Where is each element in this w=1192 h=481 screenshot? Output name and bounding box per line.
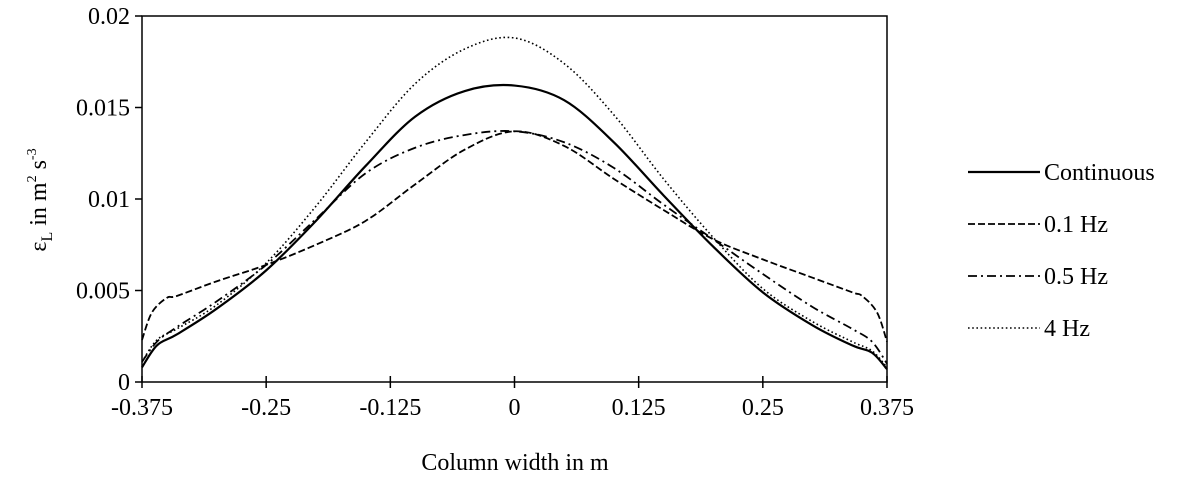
x-tick-label: 0.25 xyxy=(742,395,784,421)
series-line-4-hz xyxy=(141,36,888,368)
legend-label-0-5-hz: 0.5 Hz xyxy=(1044,264,1108,290)
y-axis-title-sup2: -3 xyxy=(25,148,40,160)
y-axis-title-subscript: L xyxy=(39,232,56,242)
plot-area-frame xyxy=(141,15,888,383)
y-axis-title-symbol: ε xyxy=(26,242,52,252)
series-lines xyxy=(141,36,888,370)
y-tick-label: 0.005 xyxy=(76,279,130,305)
y-axis-title-sup1: 2 xyxy=(25,175,40,182)
legend-label-4-hz: 4 Hz xyxy=(1044,316,1090,342)
y-axis-title-unit: in m xyxy=(26,182,52,232)
x-tick-label: -0.125 xyxy=(359,395,421,421)
legend: Continuous 0.1 Hz 0.5 Hz 4 Hz xyxy=(968,160,1155,342)
x-tick-label: 0.375 xyxy=(860,395,914,421)
y-tick-label: 0.02 xyxy=(88,4,130,30)
x-tick-label: -0.375 xyxy=(111,395,173,421)
x-tick-label: 0 xyxy=(509,395,521,421)
series-line-0-1-hz xyxy=(141,130,888,343)
axes xyxy=(141,15,888,383)
y-axis-title: εL in m2 s-3 xyxy=(25,148,56,251)
y-tick-label: 0 xyxy=(118,370,130,396)
x-axis-title: Column width in m xyxy=(421,450,609,476)
y-tick-label: 0.01 xyxy=(88,187,130,213)
series-line-continuous xyxy=(141,83,888,370)
x-tick-label: 0.125 xyxy=(612,395,666,421)
legend-label-continuous: Continuous xyxy=(1044,160,1155,186)
y-axis-ticks: 0 0.005 0.01 0.015 0.02 xyxy=(76,4,142,396)
series-line-0-5-hz xyxy=(141,130,888,365)
y-axis-title-mid: s xyxy=(26,160,52,175)
y-tick-label: 0.015 xyxy=(76,96,130,122)
x-tick-label: -0.25 xyxy=(241,395,291,421)
legend-label-0-1-hz: 0.1 Hz xyxy=(1044,212,1108,238)
x-axis-ticks: -0.375 -0.25 -0.125 0 0.125 0.25 0.375 xyxy=(111,376,914,421)
